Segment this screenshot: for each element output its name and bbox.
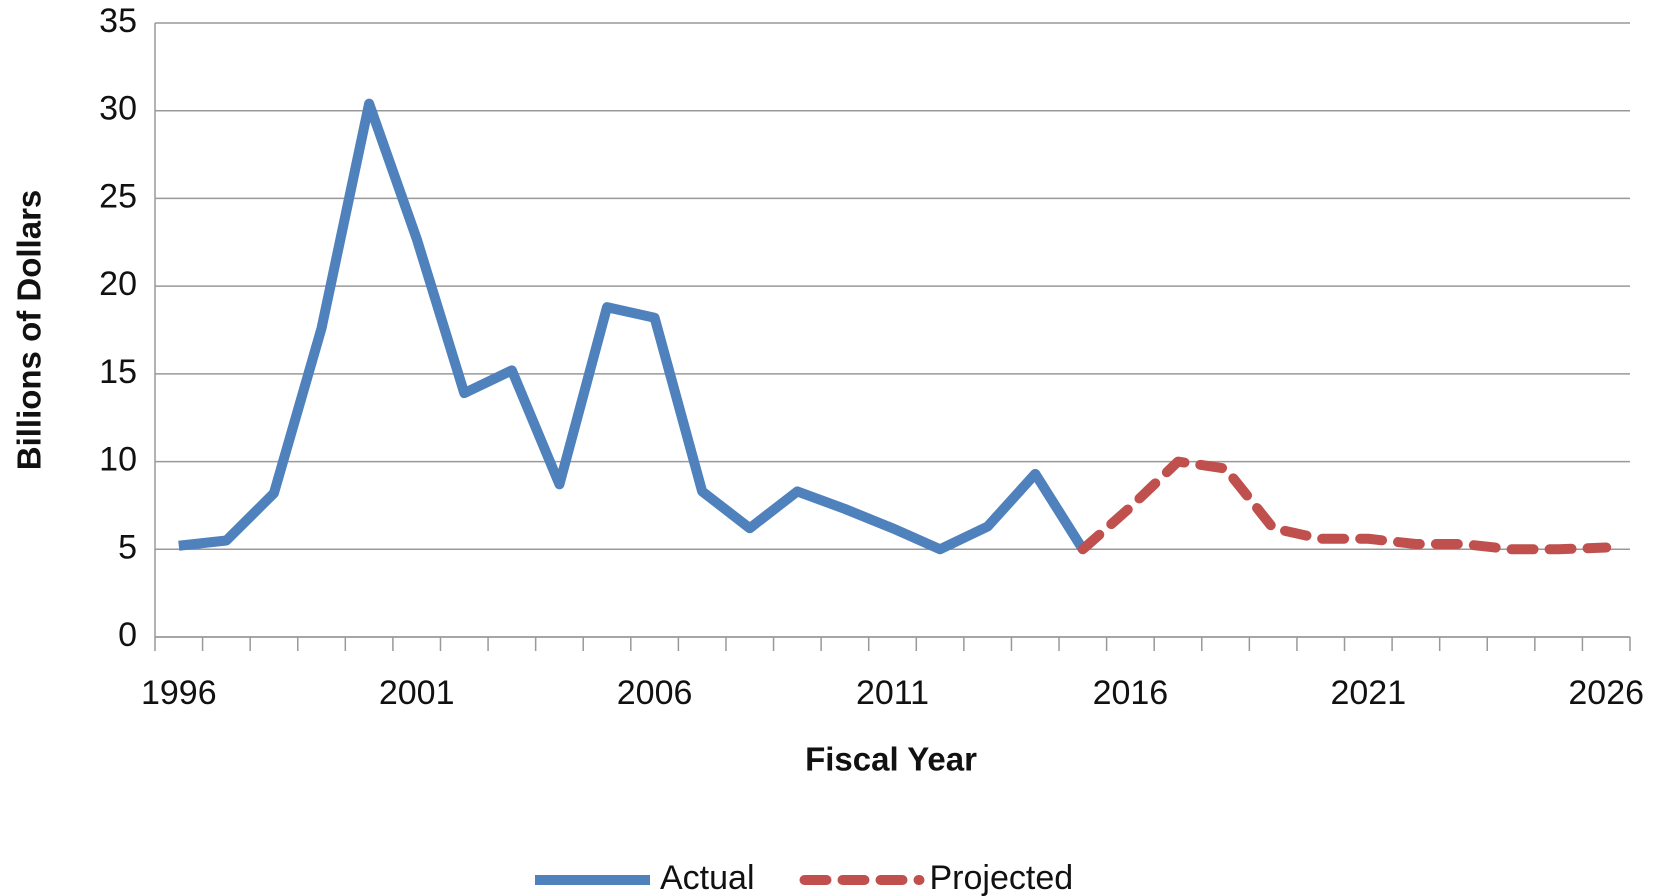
line-series — [1077, 456, 1612, 555]
x-tick-label: 2006 — [617, 674, 693, 712]
x-tick-label: 1996 — [141, 674, 217, 712]
y-tick-label: 5 — [118, 528, 137, 566]
y-tick-label: 25 — [99, 177, 137, 215]
x-tick-label: 2011 — [856, 674, 929, 712]
x-tick-label: 2001 — [379, 674, 455, 712]
x-tick-label: 2016 — [1093, 674, 1169, 712]
y-axis-title: Billions of Dollars — [11, 190, 48, 471]
y-tick-label: 0 — [118, 616, 137, 654]
y-tick-label: 15 — [99, 353, 137, 391]
y-tick-label: 10 — [99, 441, 137, 479]
line-series — [178, 98, 1088, 555]
y-tick-label: 35 — [99, 2, 137, 40]
y-tick-label: 20 — [99, 265, 137, 303]
y-tick-label: 30 — [99, 90, 137, 128]
legend-label: Projected — [930, 859, 1074, 896]
x-tick-label: 2021 — [1330, 674, 1406, 712]
x-axis-title: Fiscal Year — [805, 741, 977, 778]
x-tick-label: 2026 — [1568, 674, 1644, 712]
legend-label: Actual — [660, 859, 755, 896]
